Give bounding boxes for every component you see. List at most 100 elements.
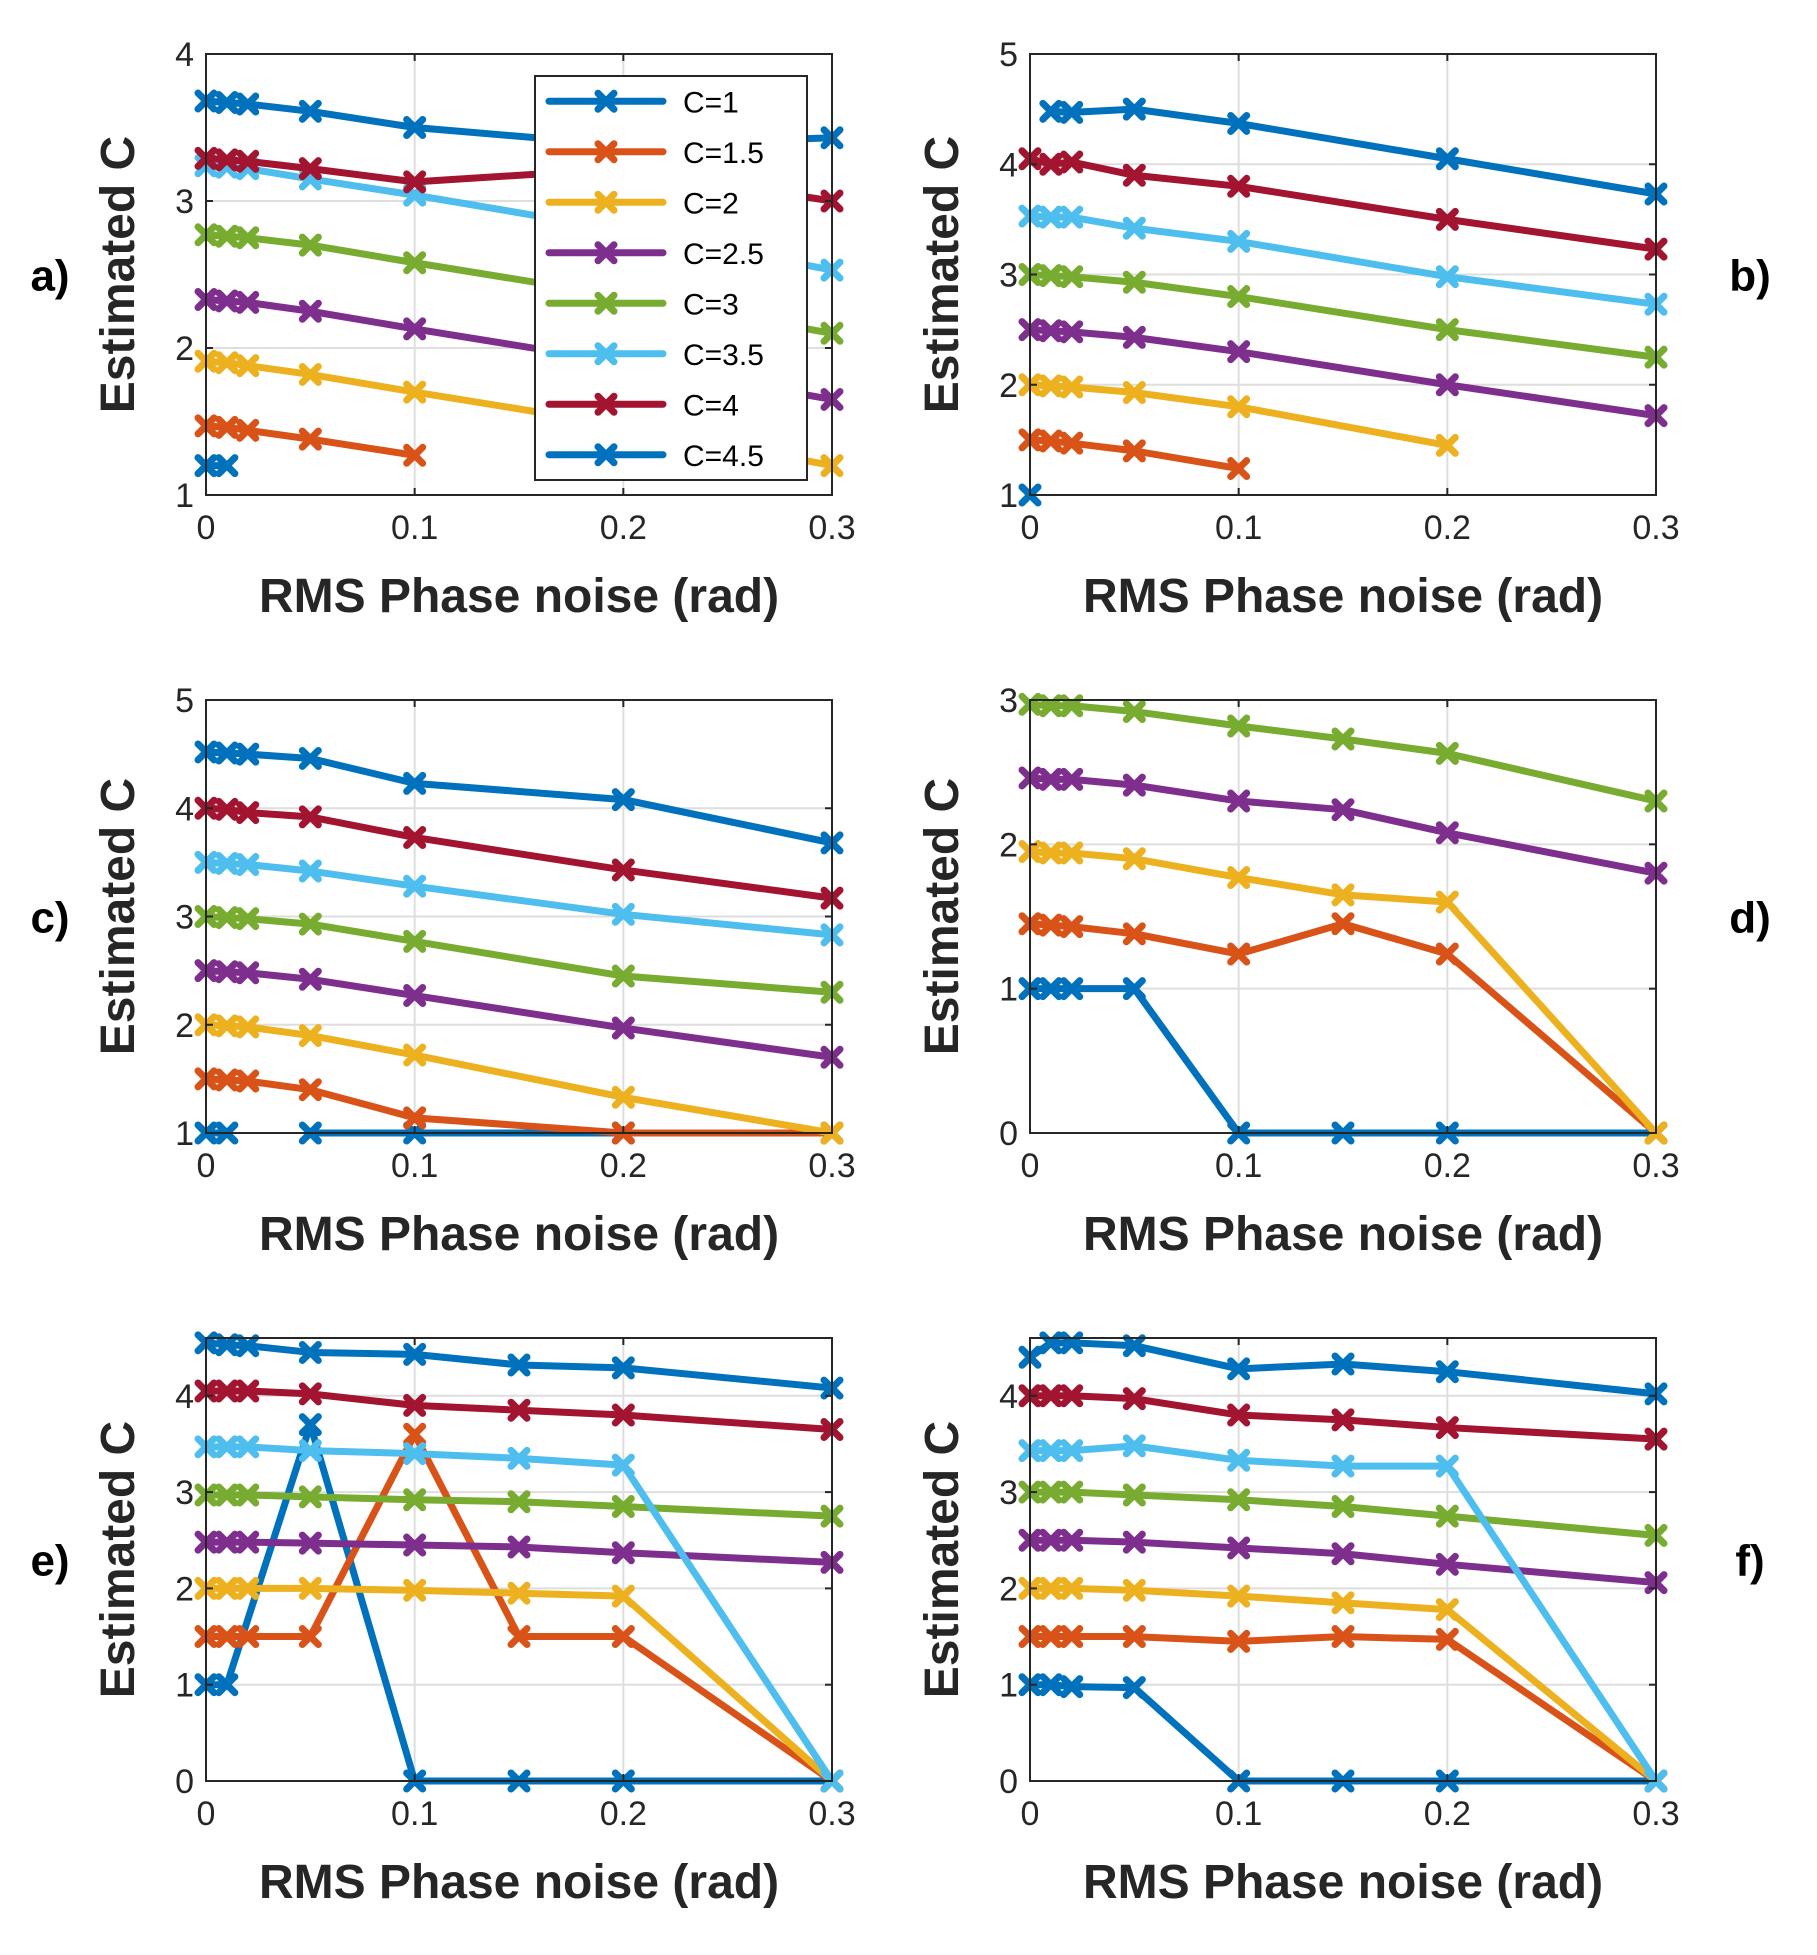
chart-panel-1: 0 0.1 0.2 0.3 1 2 3 4 RMS Phase noise (rad) Estim… — [30, 36, 855, 623]
series-C=4 — [194, 1379, 844, 1441]
y-tick-label: 4 — [999, 146, 1018, 184]
y-tick-label: 3 — [999, 682, 1018, 720]
plot-area — [1030, 700, 1656, 1133]
data-point-marker — [1039, 1480, 1063, 1504]
data-point-marker — [298, 362, 322, 386]
data-point-marker — [236, 354, 260, 378]
data-point-marker — [507, 1535, 531, 1559]
x-axis-label: RMS Phase noise (rad) — [1083, 1208, 1603, 1261]
x-tick-label: 0.1 — [1215, 1147, 1262, 1185]
data-point-marker — [403, 771, 427, 795]
data-point-marker — [1227, 1536, 1251, 1560]
x-tick-label: 0.3 — [1632, 1795, 1679, 1833]
data-point-marker — [1039, 99, 1063, 123]
series-C=3.5 — [1018, 204, 1668, 316]
data-point-marker — [236, 226, 260, 250]
y-axis-label: Estimated C — [92, 778, 145, 1055]
y-tick-label: 0 — [175, 1763, 194, 1801]
data-point-marker — [507, 1490, 531, 1514]
x-tick-label: 0.2 — [1424, 1147, 1471, 1185]
data-point-marker — [236, 1435, 260, 1459]
data-point-marker — [611, 1495, 635, 1519]
data-point-marker — [1435, 1416, 1459, 1440]
x-tick-label: 0.2 — [1424, 1795, 1471, 1833]
data-point-marker — [1435, 890, 1459, 914]
data-point-marker — [298, 1531, 322, 1555]
data-point-marker — [215, 1483, 239, 1507]
data-point-marker — [611, 1356, 635, 1380]
data-point-marker — [1331, 1408, 1355, 1432]
legend-label: C=4.5 — [683, 440, 764, 473]
legend-marker — [594, 89, 618, 113]
legend-marker — [594, 190, 618, 214]
y-tick-label: 4 — [999, 1378, 1018, 1416]
series-C=3 — [1018, 1480, 1668, 1547]
data-point-marker — [1039, 1384, 1063, 1408]
legend-marker — [594, 392, 618, 416]
data-point-marker — [215, 1068, 239, 1092]
y-tick-label: 3 — [999, 1474, 1018, 1512]
data-point-marker — [236, 801, 260, 825]
x-tick-label: 0.1 — [1215, 1795, 1262, 1833]
data-point-marker — [507, 1446, 531, 1470]
data-point-marker — [611, 1625, 635, 1649]
data-point-marker — [1122, 380, 1146, 404]
data-point-marker — [611, 1584, 635, 1608]
data-point-marker — [1331, 912, 1355, 936]
data-point-marker — [298, 427, 322, 451]
data-point-marker — [1039, 1439, 1063, 1463]
data-point-marker — [1227, 340, 1251, 364]
data-point-marker — [1122, 216, 1146, 240]
data-point-marker — [1122, 1434, 1146, 1458]
chart-panel-5: 0 0.1 0.2 0.3 0 1 2 3 4 RMS Phase noise (rad) Esti… — [30, 1331, 856, 1909]
data-point-marker — [298, 1413, 322, 1437]
legend-marker — [594, 140, 618, 164]
data-point-marker — [1331, 727, 1355, 751]
y-tick-label: 1 — [999, 1667, 1018, 1705]
data-point-marker — [1435, 265, 1459, 289]
chart-panel-3: 0 0.1 0.2 0.3 1 2 3 4 5 RMS Phase noise (rad) Esti… — [30, 682, 855, 1261]
series-C=2 — [1018, 373, 1459, 457]
data-point-marker — [611, 1085, 635, 1109]
data-point-marker — [1122, 773, 1146, 797]
data-point-marker — [215, 851, 239, 875]
data-point-marker — [215, 741, 239, 765]
data-point-marker — [298, 746, 322, 770]
data-point-marker — [298, 299, 322, 323]
x-tick-label: 0 — [197, 1147, 216, 1185]
data-point-marker — [236, 1379, 260, 1403]
data-point-marker — [1331, 798, 1355, 822]
data-point-marker — [1039, 841, 1063, 865]
data-point-marker — [1060, 100, 1084, 124]
data-point-marker — [298, 805, 322, 829]
data-point-marker — [1060, 265, 1084, 289]
y-tick-label: 1 — [999, 477, 1018, 515]
data-point-marker — [1122, 977, 1146, 1001]
x-tick-label: 0.2 — [600, 1147, 647, 1185]
legend: C=1 C=1.5 C=2 C=2.5 C=3 C=3.5 C=4 C=4.5 — [534, 75, 808, 481]
chart-panel-2: 0 0.1 0.2 0.3 1 2 3 4 5 RMS Phase noise (rad) Esti… — [916, 36, 1771, 623]
data-point-marker — [1060, 205, 1084, 229]
legend-marker — [594, 443, 618, 467]
data-point-marker — [298, 1382, 322, 1406]
legend-entry: C=2.5 — [545, 238, 764, 271]
data-point-marker — [507, 1398, 531, 1422]
data-point-marker — [215, 148, 239, 172]
x-tick-label: 0.1 — [391, 1147, 438, 1185]
data-point-marker — [1435, 942, 1459, 966]
data-point-marker — [1039, 913, 1063, 937]
chart-panel-6: 0 0.1 0.2 0.3 0 1 2 3 4 RMS Phase noise (rad) Esti… — [916, 1331, 1765, 1909]
data-point-marker — [236, 290, 260, 314]
legend-entry: C=4 — [545, 389, 739, 422]
x-tick-label: 0.2 — [1424, 509, 1471, 547]
y-tick-label: 2 — [175, 1570, 194, 1608]
series-C=2.5 — [1018, 766, 1668, 885]
data-point-marker — [1039, 1576, 1063, 1600]
data-point-marker — [298, 912, 322, 936]
data-point-marker — [298, 1625, 322, 1649]
y-axis-label: Estimated C — [916, 1421, 969, 1698]
y-tick-label: 4 — [175, 36, 194, 74]
data-point-marker — [1331, 1625, 1355, 1649]
data-point-marker — [298, 1485, 322, 1509]
data-point-marker — [1039, 264, 1063, 288]
